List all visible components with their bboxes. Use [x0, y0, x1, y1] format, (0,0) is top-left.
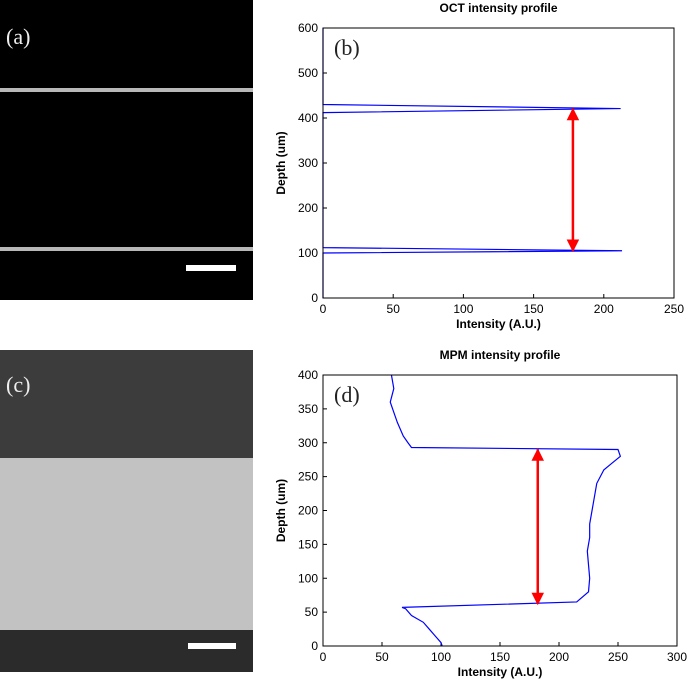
x-tick-label: 50 [387, 302, 401, 316]
x-axis-label: Intensity (A.U.) [456, 317, 541, 331]
chart: OCT intensity profile 0 50 100 150 200 250 0 100… [274, 1, 684, 331]
y-axis-label: Depth (um) [274, 131, 288, 194]
y-tick-label: 0 [311, 291, 318, 305]
series-line [322, 28, 623, 298]
x-tick-label: 250 [608, 650, 628, 664]
y-tick-label: 300 [298, 436, 318, 450]
image-band [0, 458, 253, 630]
y-tick-label: 400 [298, 368, 318, 382]
y-tick-label: 150 [298, 537, 318, 551]
image-band [0, 630, 253, 672]
x-tick-label: 200 [594, 302, 614, 316]
x-axis-label: Intensity (A.U.) [458, 665, 543, 679]
x-tick-label: 150 [524, 302, 544, 316]
series-line [389, 374, 622, 647]
chart-title: MPM intensity profile [440, 348, 561, 362]
y-tick-label: 200 [298, 201, 318, 215]
y-tick-label: 600 [298, 21, 318, 35]
chart: MPM intensity profile 0 50 100 150 200 250 300 0… [274, 348, 687, 679]
x-tick-label: 0 [320, 650, 327, 664]
image-line [0, 88, 253, 92]
y-tick-label: 100 [298, 246, 318, 260]
panel-label: (b) [334, 35, 360, 60]
chart-title: OCT intensity profile [439, 1, 557, 15]
scale-bar [186, 265, 236, 271]
y-tick-label: 250 [298, 470, 318, 484]
image-bg [0, 0, 253, 300]
y-tick-label: 300 [298, 156, 318, 170]
panel-label: (c) [6, 372, 30, 397]
y-tick-label: 0 [311, 639, 318, 653]
image-a: (a) [0, 0, 253, 300]
y-tick-label: 500 [298, 66, 318, 80]
plot-frame [322, 27, 675, 299]
x-tick-label: 300 [667, 650, 687, 664]
image-band [0, 350, 253, 458]
y-tick-label: 200 [298, 504, 318, 518]
y-tick-label: 400 [298, 111, 318, 125]
x-tick-label: 100 [453, 302, 473, 316]
y-tick-label: 350 [298, 402, 318, 416]
scale-bar [188, 643, 236, 649]
panel-label: (d) [334, 382, 360, 407]
x-tick-label: 200 [549, 650, 569, 664]
y-tick-label: 50 [305, 605, 319, 619]
x-tick-label: 150 [490, 650, 510, 664]
x-tick-label: 0 [320, 302, 327, 316]
x-tick-label: 100 [431, 650, 451, 664]
image-c: (c) [0, 350, 253, 672]
plot-frame [322, 374, 678, 647]
y-tick-label: 100 [298, 571, 318, 585]
x-tick-label: 250 [664, 302, 684, 316]
x-tick-label: 50 [375, 650, 389, 664]
panel-label: (a) [6, 24, 30, 49]
y-axis-label: Depth (um) [274, 479, 288, 542]
image-line [0, 247, 253, 251]
